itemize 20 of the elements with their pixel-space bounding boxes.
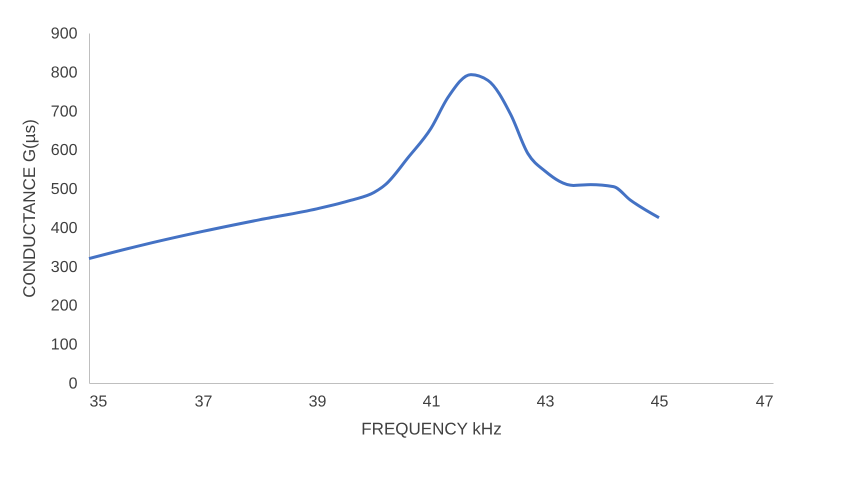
x-tick-label: 43 (536, 394, 554, 410)
x-tick-label: 45 (650, 394, 668, 410)
x-tick-label: 37 (194, 394, 212, 410)
x-tick-label: 41 (422, 394, 440, 410)
y-tick-label: 100 (50, 336, 78, 354)
y-tick-label: 800 (50, 64, 78, 82)
y-tick-label: 0 (68, 376, 78, 392)
y-tick-label: 500 (50, 181, 78, 198)
x-tick-label: 39 (308, 394, 326, 410)
y-axis-title: CONDUCTANCE G(µs) (20, 119, 39, 298)
x-tick-label: 35 (90, 394, 108, 410)
y-tick-label: 600 (50, 142, 78, 160)
y-tick-label: 400 (50, 220, 78, 237)
y-tick-label: 200 (50, 298, 78, 315)
line-series (88, 73, 660, 260)
x-axis-title: FREQUENCY kHz (361, 420, 502, 438)
x-tick-label: 47 (756, 394, 774, 410)
y-tick-label: 300 (50, 258, 78, 276)
y-tick-label: 700 (50, 103, 78, 120)
y-tick-label: 900 (50, 26, 78, 42)
